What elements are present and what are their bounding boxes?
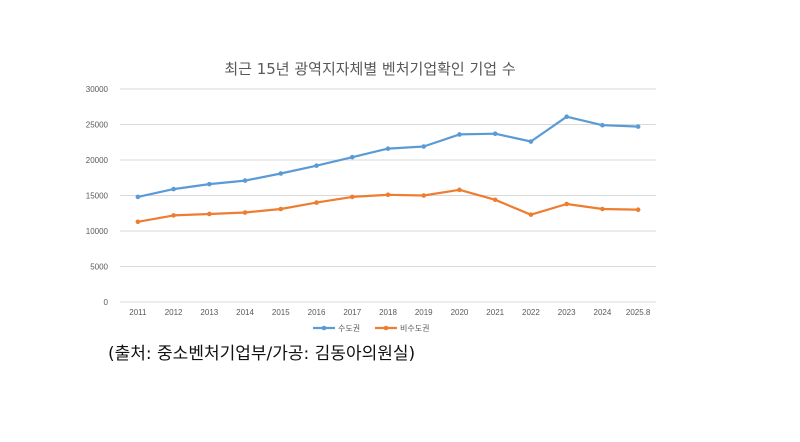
- data-point: [635, 207, 641, 212]
- x-tick-label: 2020: [451, 308, 469, 317]
- source-caption: (출처: 중소벤처기업부/가공: 김동아의원실): [108, 344, 416, 364]
- x-tick-label: 2014: [236, 308, 254, 317]
- data-point: [457, 132, 462, 137]
- data-point: [492, 197, 498, 203]
- y-tick-label: 10000: [86, 227, 109, 236]
- y-tick-label: 20000: [86, 156, 109, 165]
- x-tick-label: 2025.8: [626, 308, 651, 317]
- data-point: [171, 213, 176, 218]
- y-tick-label: 15000: [86, 192, 109, 201]
- gridlines: [120, 88, 656, 303]
- y-tick-label: 30000: [86, 85, 109, 94]
- data-point: [278, 206, 284, 212]
- data-point: [314, 163, 319, 168]
- data-point: [457, 187, 462, 193]
- x-tick-label: 2012: [165, 308, 183, 317]
- data-point: [564, 201, 569, 207]
- data-point: [528, 212, 534, 217]
- series-2: [135, 187, 641, 225]
- x-tick-label: 2011: [129, 308, 147, 317]
- x-tick-label: 2019: [415, 308, 433, 317]
- legend-item: 수도권: [313, 323, 360, 333]
- data-point: [492, 131, 498, 137]
- data-point: [242, 178, 248, 183]
- legend-label: 비수도권: [400, 323, 429, 333]
- data-point: [135, 219, 141, 225]
- series-1: [135, 114, 641, 200]
- x-tick-label: 2024: [594, 308, 612, 317]
- chart-title: 최근 15년 광역지자체별 벤처기업확인 기업 수: [224, 60, 515, 78]
- data-point: [314, 200, 319, 205]
- series-group: [135, 114, 641, 225]
- legend-marker: [321, 325, 327, 331]
- data-point: [600, 206, 605, 212]
- y-axis-ticks: 0 5000 10000 15000 20000 25000 30000: [86, 85, 109, 307]
- data-point: [635, 124, 641, 129]
- x-tick-label: 2016: [308, 308, 326, 317]
- x-axis-ticks: 2011 2012 2013 2014 2015 2016 2017 2018 2019 2020…: [129, 308, 651, 317]
- data-point: [421, 193, 427, 198]
- legend: 수도권 비수도권: [313, 323, 429, 333]
- x-tick-label: 2021: [486, 308, 504, 317]
- legend-item: 비수도권: [375, 323, 429, 333]
- series-line: [137, 115, 639, 198]
- legend-marker: [383, 325, 389, 331]
- data-point: [207, 211, 212, 217]
- data-point: [421, 144, 427, 149]
- x-tick-label: 2013: [200, 308, 218, 317]
- x-tick-label: 2017: [343, 308, 361, 317]
- data-point: [564, 114, 569, 119]
- data-point: [600, 122, 605, 128]
- y-tick-label: 0: [104, 298, 109, 307]
- data-point: [278, 171, 284, 176]
- data-point: [385, 192, 391, 198]
- data-point: [171, 186, 176, 192]
- x-tick-label: 2022: [522, 308, 540, 317]
- x-tick-label: 2015: [272, 308, 290, 317]
- data-point: [242, 210, 248, 215]
- x-tick-label: 2023: [558, 308, 576, 317]
- y-tick-label: 5000: [90, 263, 108, 272]
- data-point: [528, 139, 534, 144]
- data-point: [349, 154, 355, 160]
- data-point: [207, 181, 212, 187]
- data-point: [385, 146, 391, 151]
- x-tick-label: 2018: [379, 308, 397, 317]
- legend-label: 수도권: [338, 323, 360, 333]
- data-point: [349, 194, 355, 200]
- y-tick-label: 25000: [86, 121, 109, 130]
- data-point: [135, 194, 141, 200]
